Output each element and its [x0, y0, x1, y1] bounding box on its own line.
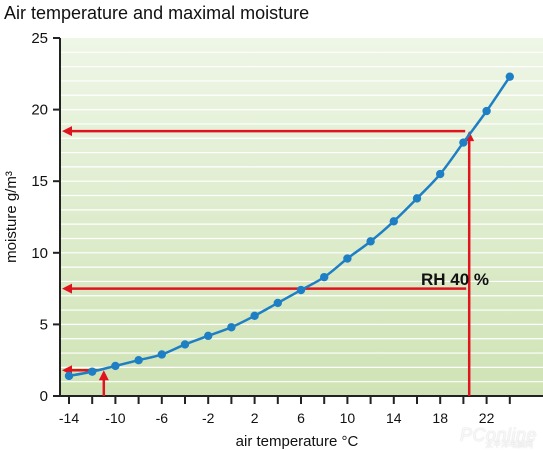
x-tick-label: 6	[297, 410, 305, 426]
data-point	[366, 237, 375, 246]
data-point	[250, 311, 259, 321]
arrowhead	[98, 370, 109, 381]
data-point	[204, 331, 213, 341]
x-tick-label: -2	[202, 410, 215, 426]
watermark-logo: PConline	[459, 425, 537, 445]
chart-title: Air temperature and maximal moisture	[4, 3, 310, 23]
x-tick-label: 22	[479, 410, 495, 426]
data-point	[227, 323, 236, 332]
x-tick-label: -10	[105, 410, 125, 426]
data-point	[343, 254, 352, 263]
x-axis-label: air temperature °C	[236, 433, 359, 450]
arrowhead	[62, 126, 72, 137]
watermark-subtext: 太平洋电脑网	[485, 440, 533, 449]
data-point	[296, 285, 306, 295]
data-point	[459, 138, 468, 147]
data-point	[180, 340, 190, 349]
x-tick-label: 18	[432, 410, 448, 426]
y-tick-label: 15	[31, 173, 48, 190]
x-tick-label: 2	[251, 410, 259, 426]
y-tick-label: 25	[31, 30, 48, 47]
y-ticks: 0 5 10 15 20 25	[31, 30, 60, 405]
data-point	[436, 169, 445, 179]
rh-label: RH 40 %	[421, 270, 489, 289]
plot-background	[60, 38, 543, 396]
data-points	[64, 72, 514, 381]
x-tick-label: 10	[340, 410, 356, 426]
data-point	[64, 371, 74, 381]
x-tick-label: 14	[386, 410, 402, 426]
data-point	[157, 350, 166, 359]
y-tick-label: 5	[40, 316, 48, 333]
y-tick-label: 0	[40, 388, 48, 405]
data-point	[505, 72, 514, 81]
x-ticks: -14 -10 -6 -2 2 6 10 14 18 22	[59, 396, 511, 426]
x-tick-label: -14	[59, 410, 79, 426]
data-point	[111, 361, 120, 371]
data-point	[273, 298, 282, 308]
y-tick-label: 10	[31, 245, 48, 262]
data-point	[88, 367, 97, 376]
data-point	[134, 356, 143, 365]
data-point	[389, 217, 398, 226]
y-axis-label: moisture g/m³	[3, 171, 20, 263]
data-point	[412, 194, 422, 203]
data-point	[320, 272, 329, 282]
data-point	[482, 106, 491, 116]
y-tick-label: 20	[31, 102, 48, 119]
grid	[60, 51, 543, 383]
x-tick-label: -6	[156, 410, 169, 426]
arrowhead	[62, 283, 72, 294]
